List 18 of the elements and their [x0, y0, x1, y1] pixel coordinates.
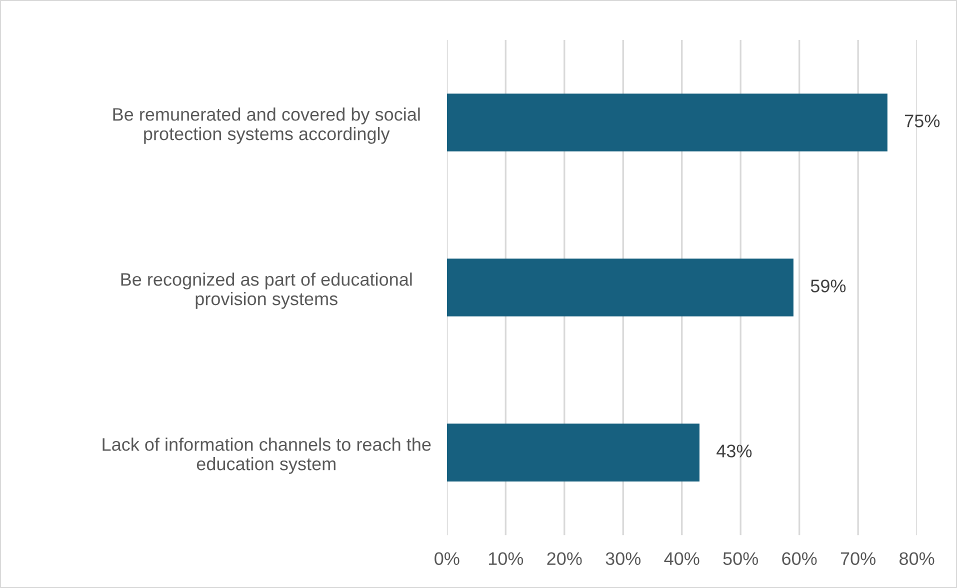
- x-tick-label: 30%: [606, 552, 641, 566]
- data-label: 75%: [905, 114, 940, 128]
- y-tick-label: Be remunerated and covered by social protection systems accordingly: [113, 108, 420, 144]
- x-tick-label: 70%: [840, 552, 876, 566]
- x-tick-label: 20%: [547, 552, 582, 566]
- bar: [446, 424, 700, 482]
- y-tick-label: Be recognized as part of educational provision systems: [121, 272, 412, 309]
- data-label: 59%: [810, 280, 846, 292]
- bar: [446, 94, 888, 152]
- bar: [446, 258, 794, 316]
- x-tick-label: 80%: [900, 552, 934, 566]
- y-tick-label: Lack of information channels to reach the education system: [102, 438, 431, 474]
- x-tick-label: 40%: [664, 552, 700, 566]
- x-tick-label: 0%: [434, 552, 460, 566]
- data-label: 43%: [716, 444, 752, 458]
- x-tick-label: 50%: [723, 552, 758, 566]
- x-tick-label: 60%: [782, 552, 817, 566]
- x-tick-label: 10%: [488, 552, 524, 566]
